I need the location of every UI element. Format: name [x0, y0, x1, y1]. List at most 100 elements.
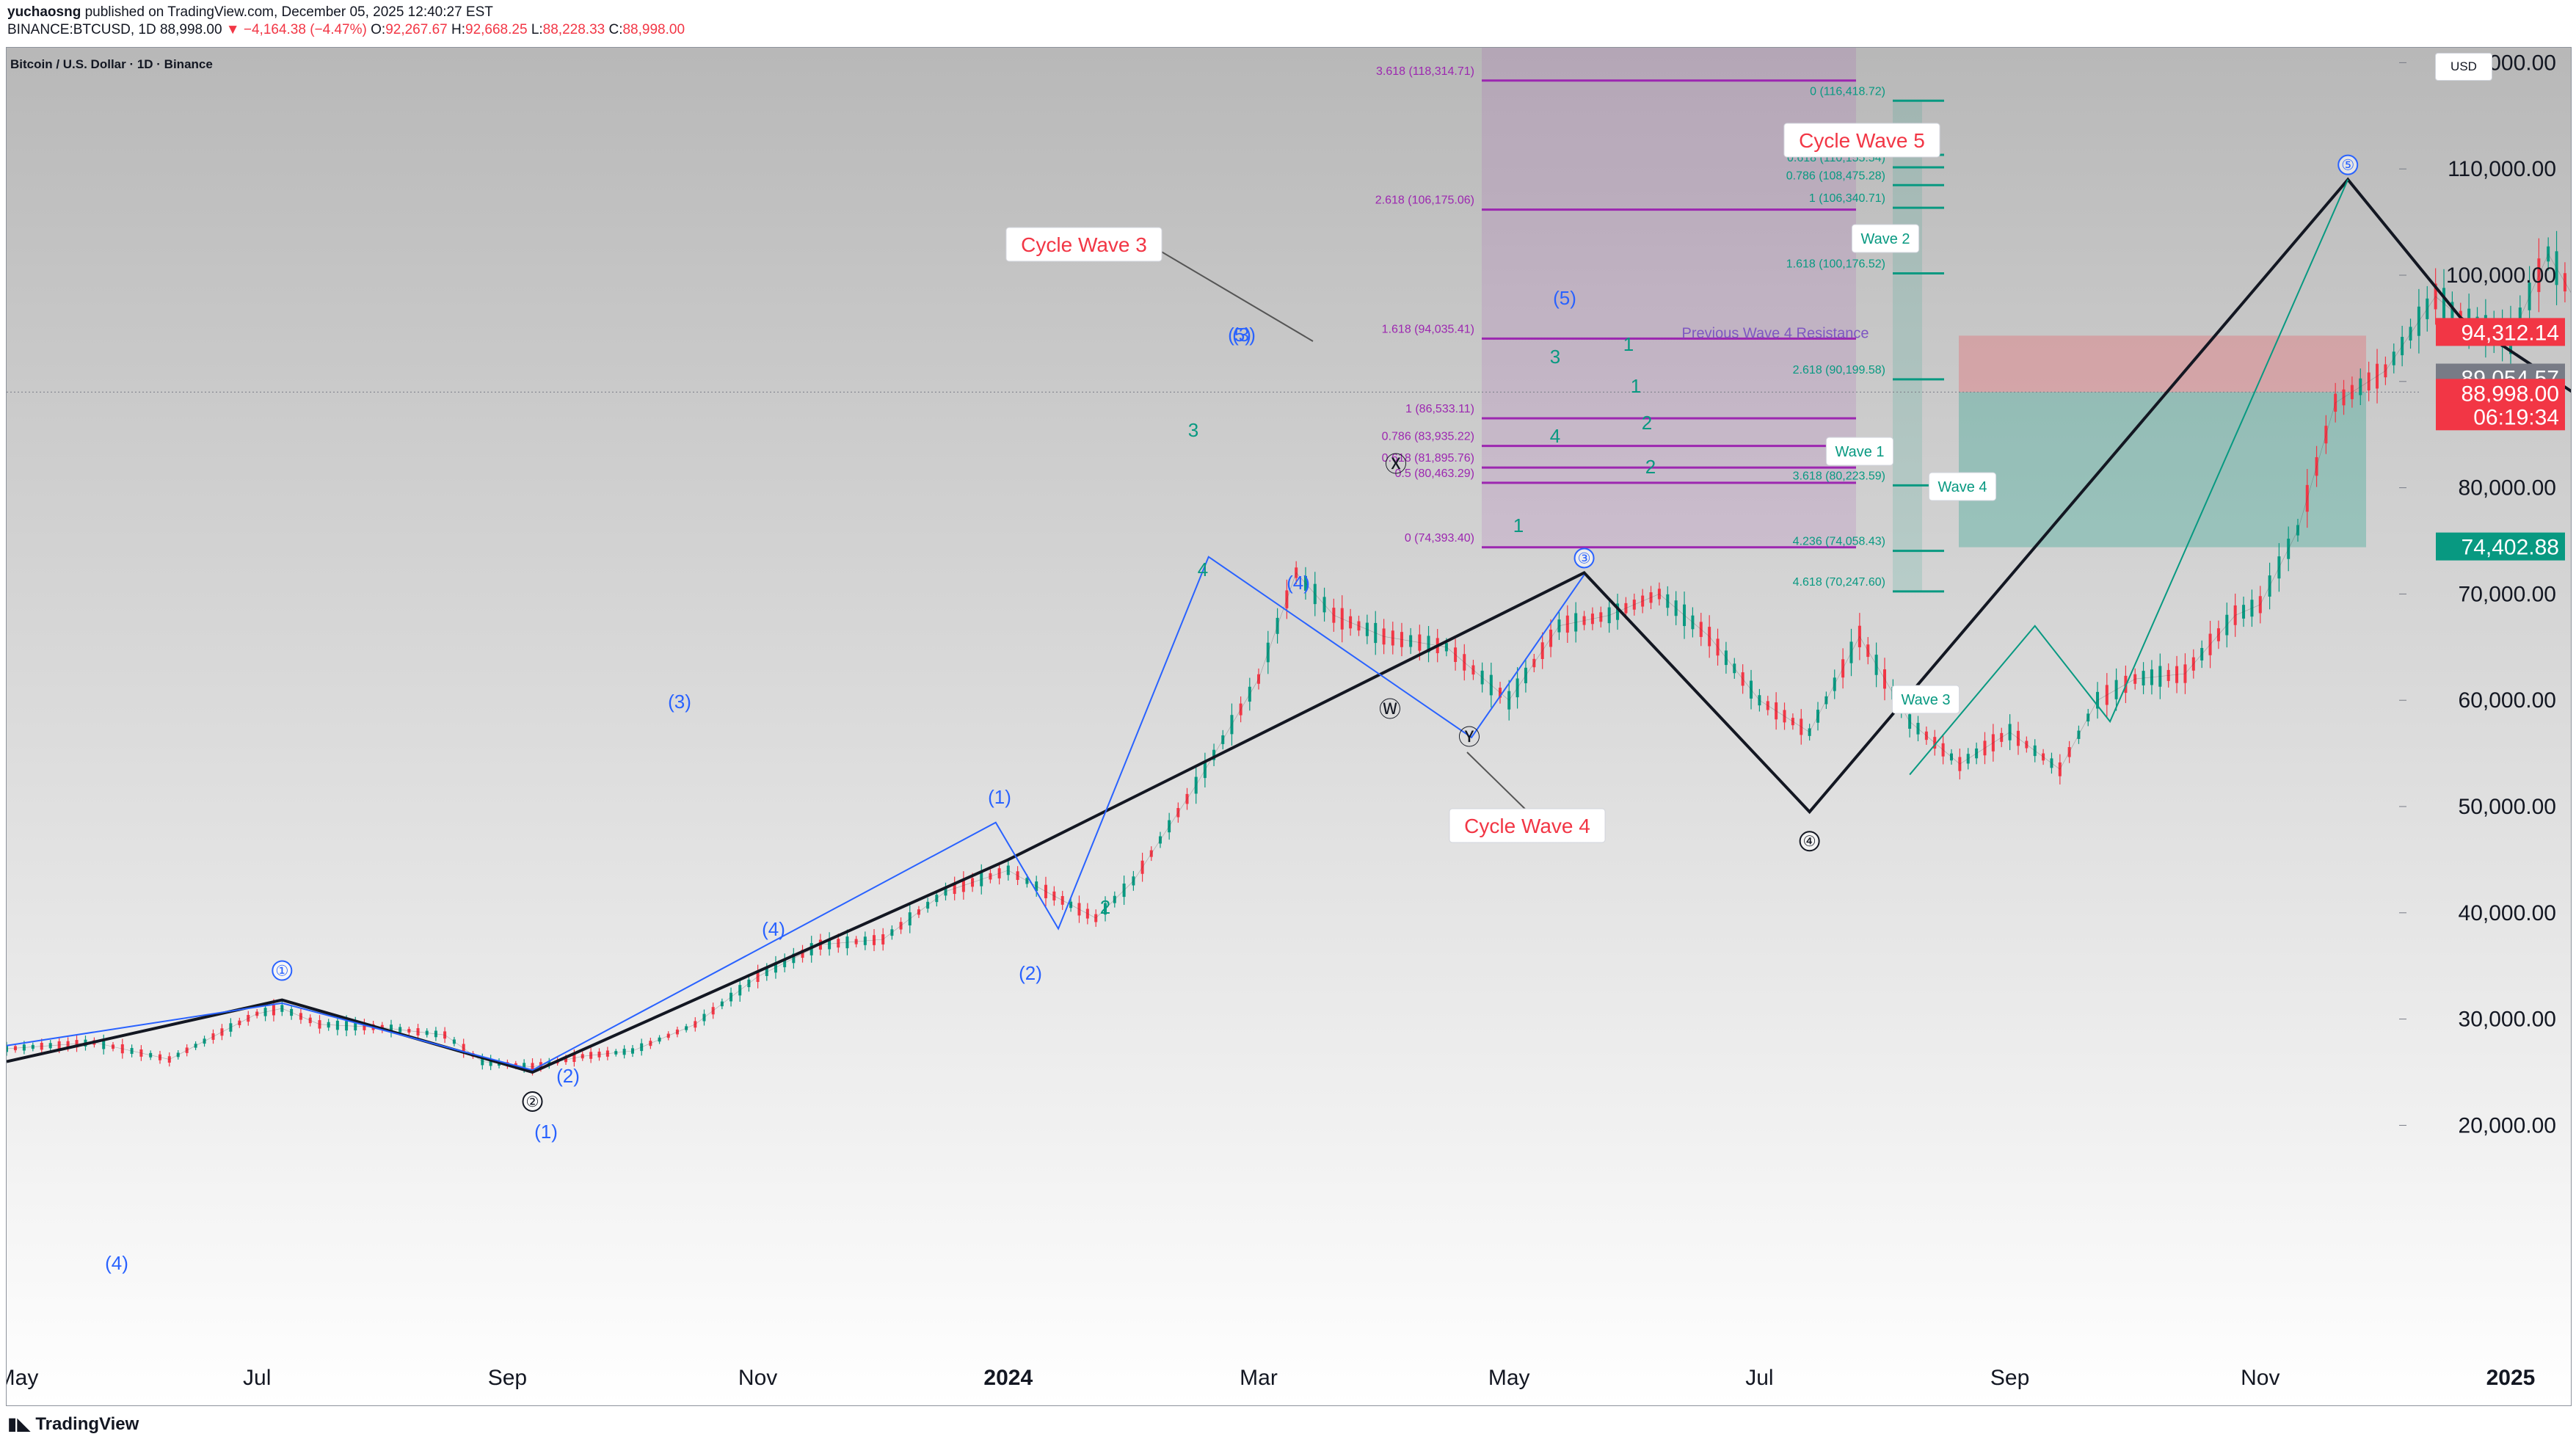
- candle-body: [2367, 372, 2371, 391]
- candle-body: [407, 1028, 411, 1033]
- published-text: published on TradingView.com, December 0…: [84, 4, 493, 20]
- candle-body: [2208, 633, 2212, 655]
- ohlc-high: 92,668.25: [465, 22, 528, 37]
- publisher-name[interactable]: yuchaosng: [7, 4, 81, 20]
- candle-body: [489, 1058, 492, 1066]
- blue-wave-label: (4): [1287, 572, 1310, 594]
- candle-body: [783, 958, 787, 967]
- primary-wave-4: ④: [1803, 834, 1816, 850]
- candle-body: [335, 1020, 339, 1030]
- candle-body: [1035, 881, 1038, 892]
- candle-body: [720, 1001, 724, 1007]
- candle-body: [809, 943, 813, 956]
- candle-body: [944, 887, 947, 896]
- candle-body: [139, 1049, 143, 1057]
- wave-1-label: Wave 1: [1835, 444, 1884, 460]
- wave-2-label-box: [1851, 224, 1920, 253]
- candle-body: [22, 1044, 26, 1051]
- ohlc-close-label: C:: [608, 22, 623, 37]
- candle-body: [1176, 808, 1180, 818]
- candle-body: [2114, 680, 2118, 699]
- candle-body: [1808, 728, 1811, 736]
- candle-body: [1077, 903, 1081, 916]
- candle-body: [1916, 722, 1920, 735]
- cycle-wave-5-label-box: [1783, 123, 1940, 158]
- candle-body: [48, 1043, 52, 1049]
- candle-body: [158, 1054, 161, 1060]
- cycle-wave-3-label-box: [1005, 227, 1163, 262]
- teal-wave-label: 2: [1100, 896, 1110, 918]
- fib-label-right: 2.618 (90,199.58): [1793, 364, 1885, 376]
- candle-body: [873, 935, 876, 945]
- candle-body: [1025, 878, 1029, 884]
- fib-label-left: 3.618 (118,314.71): [1376, 65, 1474, 78]
- wave-labels: ① ② ③ ④ ⑤ Ⓦ Ⓧ Ⓨ (4) (1) (2) (3) (4) (1) (2) (3) (4) (5) (5…: [105, 123, 2359, 1274]
- x-axis-label: 2024: [983, 1366, 1033, 1390]
- candle-body: [890, 929, 894, 936]
- chart-title: Bitcoin / U.S. Dollar · 1D · Binance: [10, 57, 213, 71]
- candle-body: [649, 1041, 652, 1047]
- candle-body: [263, 1008, 267, 1016]
- candle-body: [2200, 647, 2204, 660]
- candle-body: [863, 936, 867, 945]
- candle-body: [1758, 695, 1761, 706]
- teal-wave-label: 2: [1645, 456, 1656, 478]
- candle-body: [2268, 575, 2271, 597]
- wave-1-label-box: [1825, 437, 1894, 466]
- candle-body: [2033, 745, 2037, 757]
- x-axis-label: May: [1488, 1366, 1530, 1390]
- tradingview-logo[interactable]: ▮◣ TradingView: [7, 1413, 139, 1435]
- fib-label-left: 1.618 (94,035.41): [1382, 323, 1474, 335]
- callout-connector: [1151, 245, 1314, 342]
- wave-2-label: Wave 2: [1860, 231, 1910, 247]
- candle-body: [1239, 703, 1242, 716]
- price-label-box: [2436, 532, 2565, 561]
- candle-body: [2305, 484, 2309, 512]
- fib-label-right: 0 (116,418.72): [1810, 85, 1885, 98]
- candle-body: [702, 1013, 706, 1022]
- candle-body: [1313, 583, 1317, 605]
- candle-body: [564, 1057, 568, 1063]
- y-axis-label: 20,000.00: [2459, 1113, 2556, 1138]
- candle-body: [2216, 628, 2220, 641]
- candle-body: [2008, 724, 2012, 740]
- candle-body: [935, 895, 939, 903]
- candle-body: [605, 1050, 609, 1057]
- fib-label-right: 4.236 (74,058.43): [1793, 536, 1885, 548]
- wave-x: Ⓧ: [1385, 453, 1407, 477]
- x-axis-label: Nov: [2241, 1366, 2280, 1390]
- candle-body: [531, 1063, 534, 1071]
- candle-body: [149, 1052, 153, 1058]
- candle-body: [729, 992, 733, 1002]
- candle-body: [1400, 632, 1403, 647]
- candle-body: [980, 872, 983, 887]
- candle-body: [425, 1030, 429, 1035]
- candle-body: [2242, 605, 2246, 619]
- candle-body: [2376, 363, 2379, 389]
- candle-body: [1230, 715, 1234, 735]
- y-axis-label: 100,000.00: [2446, 263, 2556, 288]
- candle-body: [1052, 891, 1056, 900]
- candle-body: [747, 979, 751, 988]
- price-chart[interactable]: 4.618 (130,454.36)4.236 (125,817.02)3.61…: [7, 48, 2571, 1405]
- footer: [0, 1406, 2576, 1445]
- chart-background: [7, 48, 2571, 1405]
- currency-button[interactable]: USD: [2435, 53, 2492, 81]
- teal-wave-label: 3: [1550, 346, 1560, 368]
- candle-body: [2324, 426, 2328, 444]
- fib-label-left: 1 (86,533.11): [1405, 403, 1474, 415]
- x-axis-label: Jul: [1745, 1366, 1773, 1390]
- brand-name: TradingView: [35, 1414, 139, 1434]
- candle-body: [2392, 352, 2395, 365]
- candle-body: [2067, 746, 2071, 757]
- y-axis-label: 80,000.00: [2459, 476, 2556, 501]
- candle-body: [1641, 595, 1645, 607]
- candle-body: [1212, 749, 1216, 760]
- chart-pane[interactable]: 4.618 (130,454.36)4.236 (125,817.02)3.61…: [6, 47, 2572, 1406]
- primary-wave-3-ring: [1573, 547, 1595, 569]
- price-label-box: [2436, 379, 2565, 407]
- x-axis-label: Sep: [488, 1366, 527, 1390]
- candle-body: [631, 1048, 634, 1054]
- candle-body: [1409, 635, 1413, 647]
- candle-body: [1883, 669, 1886, 689]
